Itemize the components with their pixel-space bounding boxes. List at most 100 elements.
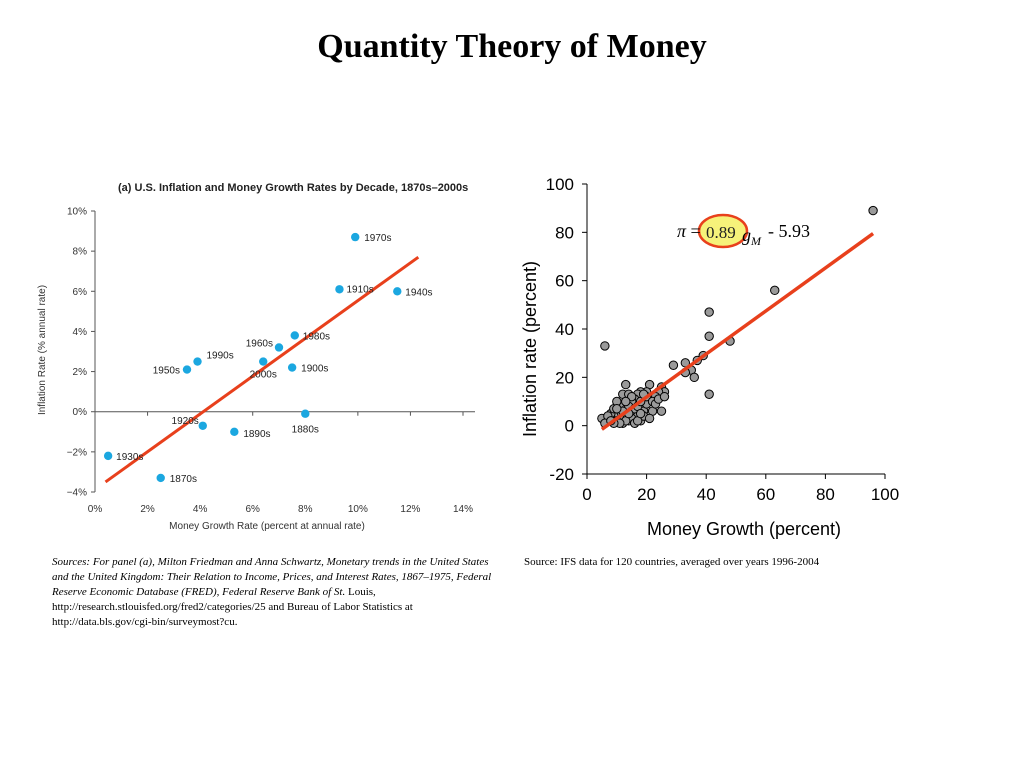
chart-a-x-tick-label: 2% [140, 504, 155, 515]
chart-b-ylabel: Inflation rate (percent) [520, 261, 540, 437]
chart-a-point-label: 1890s [243, 429, 270, 440]
chart-a-y-tick-label: 8% [73, 247, 88, 258]
chart-b-point [659, 391, 670, 402]
chart-b-point [635, 408, 646, 419]
chart-a-point-label: 1960s [246, 338, 273, 349]
chart-a-point [290, 331, 299, 340]
chart-a-xlabel: Money Growth Rate (percent at annual rat… [169, 521, 365, 532]
chart-b-y-tick-label: 60 [555, 272, 574, 291]
chart-b-point [704, 331, 714, 341]
source-a-plain: Louis, http://research.stlouisfed.org/fr… [52, 586, 413, 628]
chart-a-y-tick-label: 2% [73, 367, 88, 378]
chart-b-y-tick-label: 40 [555, 320, 574, 339]
chart-b-y-tick-label: 0 [565, 417, 574, 436]
chart-a-x-tick-label: 4% [193, 504, 208, 515]
chart-a-axes [94, 211, 475, 492]
chart-b-ticks: 0 20 40 60 80 100 -20 0 20 40 60 80 100 [546, 175, 900, 504]
chart-a-point [351, 232, 360, 242]
equation-constant: - 5.93 [768, 221, 810, 241]
chart-b-point [770, 285, 780, 296]
chart-b-y-tick-label: 100 [546, 175, 574, 194]
chart-a-point-label: 1980s [303, 331, 330, 342]
equation-pi: π [677, 221, 687, 241]
chart-b-point [621, 396, 631, 407]
chart-b-x-tick-label: 40 [697, 485, 716, 504]
chart-b-x-tick-label: 20 [637, 485, 656, 504]
chart-a-ylabel: Inflation Rate (% annual rate) [37, 285, 48, 415]
chart-a-x-tick-label: 0% [88, 504, 103, 515]
chart-a-point-label: 1870s [170, 474, 197, 485]
chart-a-point [198, 421, 207, 430]
equation-highlight [697, 213, 749, 249]
chart-a-x-tick-label: 6% [245, 504, 260, 515]
source-a-italic: Sources: For panel (a), Milton Friedman … [52, 556, 492, 598]
equation-lhs: π = [677, 221, 701, 241]
chart-a-point-label: 1940s [405, 287, 432, 298]
chart-b-x-tick-label: 60 [756, 485, 775, 504]
chart-a-x-tick-label: 12% [400, 504, 420, 515]
slide-title: Quantity Theory of Money [317, 28, 707, 65]
chart-b-point [621, 379, 631, 390]
chart-a-point [182, 365, 192, 374]
chart-b-x-tick-label: 100 [871, 485, 899, 504]
source-note-b: Source: IFS data for 120 countries, aver… [524, 556, 820, 568]
equation-variable: gM [742, 225, 762, 248]
chart-a-point [393, 287, 402, 296]
chart-b-point [668, 360, 679, 370]
chart-b-y-tick-label: 20 [555, 368, 574, 387]
chart-b-x-tick-label: 80 [816, 485, 835, 504]
chart-b-xlabel: Money Growth (percent) [647, 519, 841, 539]
chart-b-point [627, 391, 637, 402]
chart-a-ticks: 0% 2% 4% 6% 8% 10% 12% 14% −4% −2% 0% 2% 4% 6% 8% 10% [67, 207, 473, 516]
chart-b-point [689, 372, 699, 383]
chart-a-point [335, 285, 344, 294]
chart-b-point [868, 205, 878, 216]
chart-a-point-label: 1950s [153, 366, 180, 377]
equation-coefficient: 0.89 [706, 223, 736, 242]
chart-a-point [103, 451, 113, 461]
chart-a-point-label: 1990s [207, 351, 234, 362]
chart-a-y-tick-label: 4% [73, 327, 88, 338]
chart-a-point-label: 1930s [116, 452, 143, 463]
chart-b-point [600, 341, 610, 351]
chart-a-point-label: 1910s [346, 284, 373, 295]
chart-b-x-tick-label: 0 [582, 485, 591, 504]
chart-a-point [259, 357, 268, 366]
chart-b-trend-line [600, 232, 875, 431]
chart-a-y-tick-label: −4% [67, 488, 87, 499]
chart-b-trendline [600, 232, 875, 431]
equation-g: g [742, 225, 751, 245]
chart-a-points: 1870s 1880s 1890s 1900s 1910s 1920s 1930s 1940s… [103, 232, 433, 485]
chart-a-y-tick-label: 10% [67, 207, 87, 218]
chart-us-decades: (a) U.S. Inflation and Money Growth Rate… [37, 182, 475, 532]
chart-a-trend-line [104, 255, 420, 484]
chart-a-y-tick-label: 6% [73, 287, 88, 298]
chart-b-point [644, 413, 655, 424]
chart-a-point [301, 409, 310, 418]
chart-a-point-label: 2000s [250, 370, 277, 381]
chart-b-point [704, 389, 714, 399]
equation-subscript: M [750, 234, 762, 248]
chart-a-x-tick-label: 8% [298, 504, 313, 515]
chart-a-point [193, 357, 202, 366]
chart-b-point [656, 406, 667, 416]
chart-a-trendline [104, 255, 420, 484]
chart-a-title: (a) U.S. Inflation and Money Growth Rate… [118, 182, 468, 194]
source-note-a: Sources: For panel (a), Milton Friedman … [52, 555, 502, 630]
chart-a-point-label: 1900s [301, 364, 328, 375]
chart-b-y-tick-label: 80 [555, 223, 574, 242]
chart-a-point-label: 1880s [292, 425, 319, 436]
chart-a-point-label: 1920s [172, 416, 199, 427]
chart-b-point [612, 404, 622, 414]
chart-a-point [230, 427, 239, 436]
chart-a-point [274, 343, 284, 352]
equation-equals: = [686, 221, 701, 241]
chart-a-point [156, 473, 165, 483]
chart-a-point-label: 1970s [364, 233, 391, 244]
chart-a-x-tick-label: 10% [348, 504, 368, 515]
chart-b-equation: π = 0.89 gM - 5.93 [677, 213, 810, 249]
chart-a-x-tick-label: 14% [453, 504, 473, 515]
chart-a-y-tick-label: −2% [67, 447, 87, 458]
chart-a-point [287, 363, 297, 372]
chart-b-point [704, 307, 714, 317]
